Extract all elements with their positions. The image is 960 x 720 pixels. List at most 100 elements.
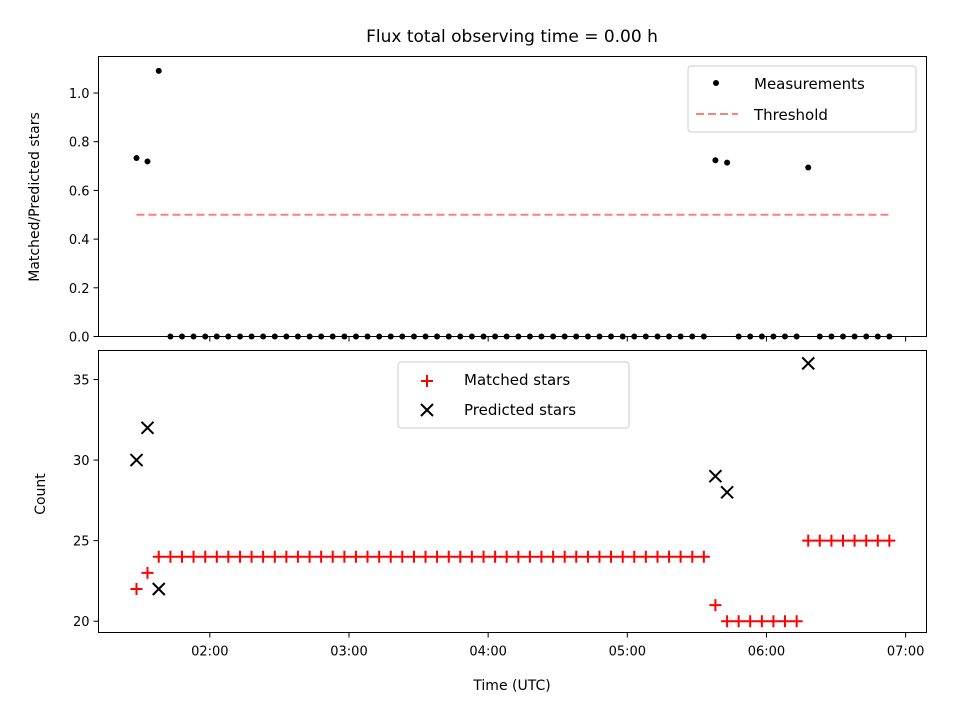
top-y-tick-label: 0.4 [69, 233, 90, 248]
matched-stars-point [686, 550, 699, 563]
matched-stars-point [848, 534, 861, 547]
matched-stars-point [152, 550, 165, 563]
predicted-stars-point [129, 453, 144, 467]
top-chart-title: Flux total observing time = 0.00 h [366, 27, 658, 47]
matched-stars-point [860, 534, 873, 547]
matched-stars-point [663, 550, 676, 563]
bottom-x-tick-label: 02:00 [191, 645, 228, 660]
matched-stars-point [697, 550, 710, 563]
matched-stars-point [593, 550, 606, 563]
matched-stars-point [489, 550, 502, 563]
bottom-axes-frame [98, 350, 927, 633]
matched-stars-point [581, 550, 594, 563]
bottom-legend: Matched stars Predicted stars [397, 361, 630, 429]
matched-stars-point [268, 550, 281, 563]
matched-stars-point [419, 550, 432, 563]
top-y-tick-label: 0.6 [69, 184, 90, 199]
bottom-x-tick-label: 04:00 [469, 645, 506, 660]
matched-stars-point [130, 582, 143, 595]
matched-stars-point [767, 615, 780, 628]
top-legend-box [687, 65, 917, 133]
matched-stars-point [732, 615, 745, 628]
matched-stars-point [825, 534, 838, 547]
legend-predicted-label: Predicted stars [464, 401, 576, 419]
measurements-point [133, 155, 140, 162]
matched-stars-point [558, 550, 571, 563]
bottom-plot-marks [129, 356, 896, 628]
matched-stars-point [234, 550, 247, 563]
matched-stars-point [210, 550, 223, 563]
matched-stars-point [442, 550, 455, 563]
bottom-x-tick-label: 07:00 [887, 645, 924, 660]
matched-stars-point [199, 550, 212, 563]
x-axis-label: Time (UTC) [472, 678, 550, 694]
top-legend: Measurements Threshold [687, 65, 917, 133]
bottom-y-axis-label: Count [33, 473, 49, 515]
matched-stars-point [349, 550, 362, 563]
matched-stars-point [802, 534, 815, 547]
matched-stars-point [790, 615, 803, 628]
legend-matched-marker [421, 375, 433, 387]
matched-stars-point [141, 566, 154, 579]
bottom-legend-box [397, 361, 630, 429]
legend-measurements-label: Measurements [754, 75, 865, 93]
matched-stars-point [744, 615, 757, 628]
matched-stars-point [523, 550, 536, 563]
matched-stars-point [605, 550, 618, 563]
measurements-point [712, 157, 719, 164]
measurements-point [144, 158, 151, 165]
matched-stars-point [535, 550, 548, 563]
matched-stars-point [326, 550, 339, 563]
legend-threshold-label: Threshold [753, 106, 828, 124]
matched-stars-point [837, 534, 850, 547]
bottom-x-tick-label: 06:00 [748, 645, 785, 660]
legend-matched-label: Matched stars [464, 371, 570, 389]
matched-stars-point [164, 550, 177, 563]
bottom-panel: Count Time (UTC) 20 25 30 35 02:00 03:00 04:00… [33, 350, 927, 694]
measurements-point [155, 67, 162, 74]
bottom-x-tick-label: 03:00 [330, 645, 367, 660]
matched-stars-point [883, 534, 896, 547]
top-y-tick-label: 0.2 [69, 282, 90, 297]
matched-stars-point [639, 550, 652, 563]
matched-stars-point [465, 550, 478, 563]
matched-stars-point [315, 550, 328, 563]
matched-stars-point [477, 550, 490, 563]
top-plot-marks [133, 67, 893, 340]
bottom-y-tick-label: 30 [73, 454, 90, 469]
measurements-point [805, 164, 812, 171]
legend-measurements-marker [713, 80, 719, 86]
matched-stars-point [512, 550, 525, 563]
matched-stars-point [651, 550, 664, 563]
top-y-tick-label: 1.0 [69, 87, 90, 102]
bottom-x-tick-label: 05:00 [609, 645, 646, 660]
predicted-stars-point [801, 356, 815, 371]
matched-stars-point [187, 550, 200, 563]
matched-stars-point [384, 550, 397, 563]
matched-stars-point [547, 550, 560, 563]
matched-stars-point [778, 615, 791, 628]
matched-stars-point [500, 550, 513, 563]
matched-stars-point [755, 615, 768, 628]
predicted-stars-point [720, 485, 734, 500]
matched-stars-point [431, 550, 444, 563]
legend-predicted-marker [420, 403, 434, 417]
bottom-y-tick-label: 25 [73, 535, 90, 550]
matched-stars-point [628, 550, 641, 563]
matched-stars-point [338, 550, 351, 563]
matched-stars-point [871, 534, 884, 547]
bottom-axis-ticks: 20 25 30 35 02:00 03:00 04:00 05:00 06:00 07:00 [73, 374, 924, 660]
matched-stars-point [245, 550, 258, 563]
matched-stars-point [257, 550, 270, 563]
predicted-stars-point [708, 469, 723, 483]
top-y-axis-label: Matched/Predicted stars [27, 112, 43, 282]
measurements-point [724, 159, 731, 166]
bottom-y-tick-label: 35 [73, 374, 90, 389]
top-panel: Flux total observing time = 0.00 h Match… [27, 27, 927, 346]
matched-stars-point [373, 550, 386, 563]
predicted-stars-point [152, 582, 166, 596]
predicted-stars-point [140, 421, 155, 435]
top-y-tick-label: 0.8 [69, 136, 90, 151]
matched-stars-point [222, 550, 235, 563]
matched-stars-point [454, 550, 467, 563]
